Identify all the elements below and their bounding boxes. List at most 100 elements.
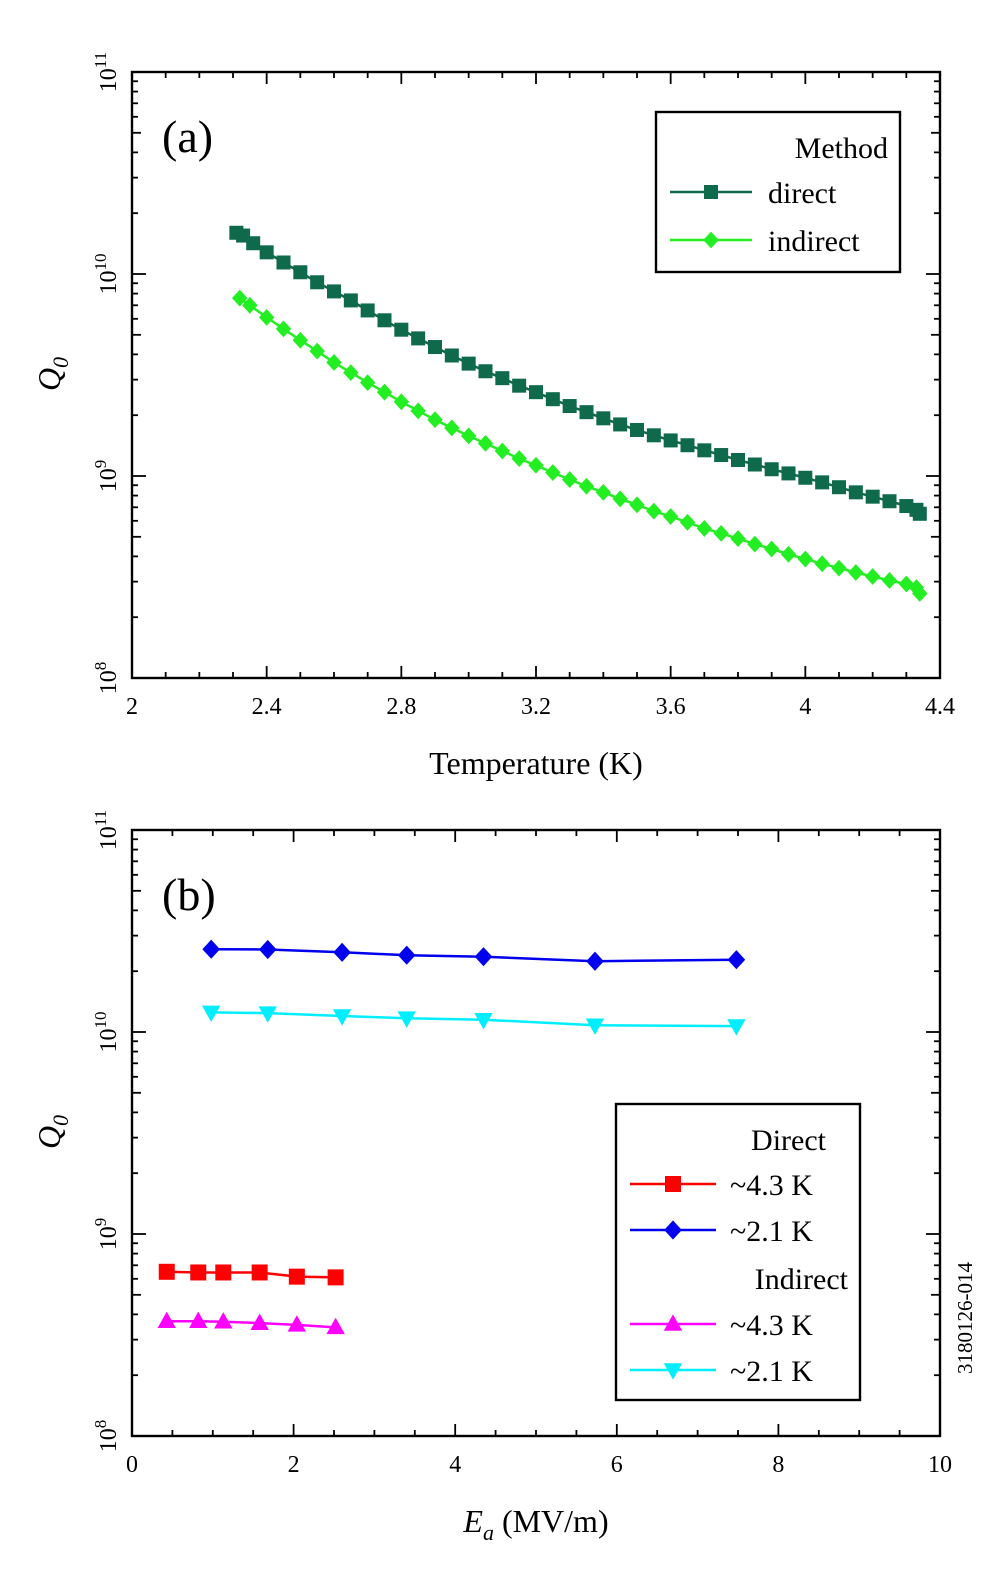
panel-b-markers [157,939,746,1335]
panel-a-y-axis-title-sub: 0 [48,357,73,368]
panel-a-series-1-point [242,296,258,314]
panel-a-series-0-point [394,322,409,337]
panel-b-series-3-point [332,1009,352,1026]
panel-a-series-0-point [478,364,493,379]
panel-b-plot-frame [130,828,942,1438]
panel-b-legend-indirect-2k-marker [663,1363,683,1380]
panel-a-series-0-point [310,275,325,290]
panel-b-y-axis-title: Q0 [31,1115,73,1149]
panel-a-series-1-point [780,545,797,563]
panel-b-x-tick-label: 0 [126,1452,138,1478]
panel-a-series-0-point [764,462,779,477]
panel-a-series-0-point [360,303,375,318]
panel-a-series-1-point [814,555,830,573]
panel-a-series-1-line [238,297,921,595]
panel-b-y-tick-label: 108 [91,1420,122,1453]
panel-a-series-1-point [545,464,561,481]
panel-a-series-1-point [460,427,477,445]
panel-b-legend-box [614,1102,862,1402]
panel-b-y-tick-label: 1010 [91,1012,122,1053]
panel-a-series-1-point [292,331,309,349]
panel-b-series-1-point [586,951,604,971]
panel-a-series-0-point [815,475,830,490]
panel-b-x-axis-title-main: E [462,1503,483,1539]
panel-b-legend-indirect-2k-label: ~2.1 K [730,1355,813,1388]
panel-b-x-tick-label: 8 [772,1452,784,1478]
panel-a-x-tick-label: 4.4 [925,694,955,720]
panel-a-series-1-point [713,524,729,542]
panel-a-series-1-point [730,530,746,547]
panel-a-series-0-point [848,485,863,500]
panel-a-x-tick-label: 4 [799,694,811,720]
panel-b-series-3-line [211,1011,737,1028]
panel-a-markers [229,225,928,602]
panel-b-series-2-point [250,1313,269,1330]
panel-a-x-tick-label: 2.8 [386,694,416,720]
panel-b-legend-marker-0 [665,1176,681,1192]
panel-a-series-0-point [327,284,341,299]
panel-b-legend-direct-2k-label: ~2.1 K [730,1215,813,1248]
panel-a-series-0-point [630,422,644,437]
panel-a-series-0-point [428,340,442,355]
panel-a-series-0-point [912,506,927,521]
panel-a-series-0-point [832,480,846,495]
panel-a-series-1-point [747,535,763,553]
panel-a-series-1-point [528,456,544,474]
panel-b-series-0-point [215,1264,232,1281]
panel-b-x-axis-title-unit: (MV/m) [502,1503,609,1539]
panel-a-y-tick-label: 109 [91,460,122,493]
panel-a-legend-title: Method [795,132,888,165]
panel-b-legend-indirect-4k-label: ~4.3 K [730,1309,813,1342]
panel-a-series-1-point [595,483,612,501]
panel-a-series-1-point [232,289,248,307]
panel-a-series-1-point [864,568,881,585]
panel-a-series-1-point [696,520,713,537]
panel-a-label: (a) [162,111,213,162]
panel-a-series-1-point [309,342,325,360]
panel-b-series-3-point [201,1005,221,1023]
panel-a-x-tick-label: 3.6 [656,694,686,720]
panel-b-series-0-point [190,1264,207,1281]
panel-a-series-1-point [662,508,679,525]
panel-a-series-1-point [444,419,460,437]
panel-a-series-1-point [898,575,915,593]
panel-b-series-2-point [287,1315,307,1332]
panel-a-series-0-point [613,417,628,432]
panel-b-series-3-point [474,1012,493,1030]
panel-b-legend-marker-3 [663,1363,683,1380]
panel-b-legend-marker-2 [663,1314,683,1331]
panel-a-series-0-point [259,245,274,260]
panel-b-legend-direct-4k-label: ~4.3 K [730,1169,813,1202]
panel-b-series-1-line [211,947,737,963]
panel-b-series-3-point [397,1011,416,1028]
panel-a-series-1-point [326,354,342,371]
panel-a-y-tick-label: 1011 [91,52,122,92]
panel-a-series-0-point [411,331,426,346]
panel-a-series-1-point [679,513,696,531]
panel-a-series-0-point [798,470,813,485]
panel-a-series-0-point [747,457,762,472]
panel-b-x-axis-title-sub: a [483,1520,494,1545]
panel-b-y-axis-title-sub: 0 [48,1115,73,1126]
panel-a-x-tick-label: 2 [126,694,138,720]
panel-a-series-1-point [258,308,275,326]
panel-a-series-0-point [882,494,897,509]
panel-a-legend-marker-1 [703,231,719,249]
panel-b-series-0-point [288,1268,305,1285]
panel-a-series-1-point [881,572,898,589]
panel-a-series-1-point [561,471,578,488]
panel-b-series-1-point [727,950,746,970]
panel-a-y-tick-label: 1010 [91,254,122,295]
panel-a-legend-direct-marker [704,185,718,199]
panel-a-series-0-point [529,385,543,400]
panel-a-series-1-point [831,559,847,577]
panel-b-legend-marker-1 [664,1220,682,1240]
panel-a-series-0-line [235,231,921,515]
panel-a-series-0-point [246,236,261,251]
panel-a-y-tick-label: 108 [91,662,122,695]
panel-a-series-1-point [797,550,814,568]
panel-a-series-1-point [393,393,410,411]
panel-b-x-tick-label: 6 [611,1452,623,1478]
panel-a-series-0-point [512,378,527,393]
